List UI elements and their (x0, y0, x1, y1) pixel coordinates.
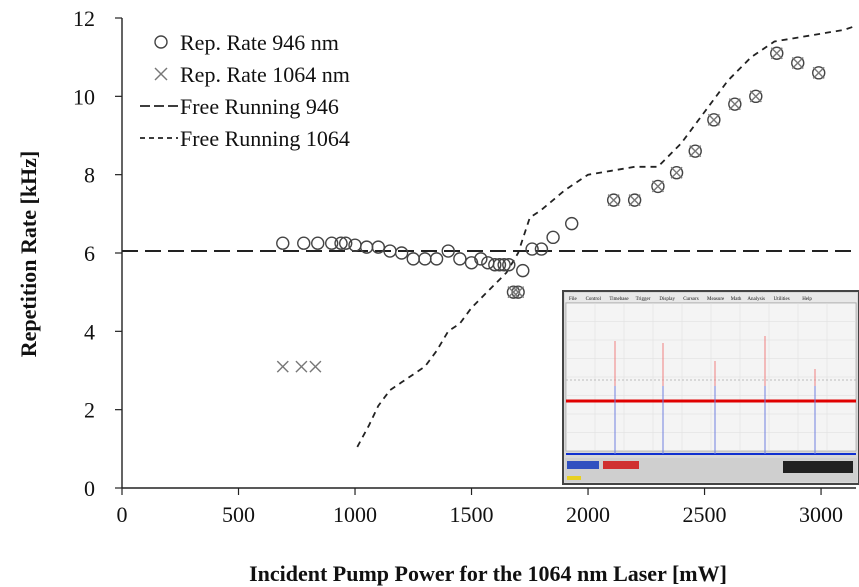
rep-rate-946-point (481, 256, 495, 270)
rep-rate-946-point (474, 252, 488, 266)
inset-menu-item: Analysis (747, 297, 765, 302)
oscilloscope-inset-image: File Control Timebase Trigger Display Cursors… (562, 290, 859, 485)
rep-rate-1064-point (791, 57, 804, 70)
legend-label: Free Running 1064 (180, 126, 350, 151)
y-tick-label: 12 (73, 6, 95, 31)
rep-rate-946-point (429, 252, 444, 266)
legend-label: Rep. Rate 1064 nm (180, 62, 350, 87)
inset-menu-item: Help (802, 297, 812, 302)
rep-rate-946-point (770, 46, 784, 60)
rep-rate-946-point (546, 230, 560, 245)
legend: Rep. Rate 946 nm Rep. Rate 1064 nm Free Ru… (140, 30, 350, 151)
inset-menu-item: Display (659, 297, 675, 302)
legend-item: Free Running 946 (140, 94, 339, 119)
rep-rate-946-point (453, 252, 467, 266)
rep-rate-1064-point (707, 113, 720, 126)
legend-item: Free Running 1064 (140, 126, 350, 151)
x-tick-label: 500 (222, 502, 255, 527)
inset-menu-item: Trigger (636, 297, 651, 302)
rep-rate-946-point (651, 179, 665, 194)
legend-item: Rep. Rate 1064 nm (154, 62, 350, 87)
rep-rate-946-point (534, 242, 549, 256)
x-tick-label: 3000 (799, 502, 843, 527)
rep-rate-1064-point (749, 90, 762, 103)
legend-label: Free Running 946 (180, 94, 339, 119)
rep-rate-946-point (606, 193, 621, 207)
y-tick-label: 6 (84, 241, 95, 266)
rep-rate-946-point (441, 244, 455, 258)
rep-rate-946-point (297, 236, 311, 250)
rep-rate-946-point (371, 240, 386, 254)
inset-menu-item: Measure (707, 297, 725, 302)
rep-rate-946-point (688, 144, 702, 158)
inset-menu-item: Timebase (609, 297, 629, 302)
rep-rate-946-point (627, 193, 642, 207)
inset-menu-bar: File Control Timebase Trigger Display Cursors… (565, 293, 857, 302)
y-tick-label: 2 (84, 398, 95, 423)
legend-label: Rep. Rate 946 nm (180, 30, 339, 55)
legend-marker-x (154, 67, 168, 81)
rep-rate-1064-point (689, 145, 702, 158)
rep-rate-1064-point (812, 66, 825, 79)
rep-rate-1064-point (295, 360, 308, 373)
x-tick-label: 2000 (566, 502, 610, 527)
rep-rate-1064-point (507, 286, 520, 299)
y-axis-title: Repetition Rate [kHz] (16, 151, 41, 358)
y-tick-label: 4 (84, 319, 95, 344)
rep-rate-946-point (276, 236, 290, 250)
rep-rate-946-point (749, 89, 763, 104)
rep-rate-946-point (497, 258, 511, 272)
legend-marker-circle (154, 35, 168, 49)
inset-menu-item: Cursors (683, 297, 699, 302)
rep-rate-1064-point (607, 194, 620, 207)
inset-menu-item: File (569, 297, 578, 302)
rep-rate-946-point (707, 113, 721, 127)
inset-menu-item: Math (731, 297, 742, 302)
rep-rate-946-point (406, 252, 420, 266)
rep-rate-1064-point (651, 180, 664, 193)
y-tick-label: 0 (84, 476, 95, 501)
rep-rate-946-point (325, 236, 339, 250)
x-axis: 0 500 1000 1500 2000 2500 3000 (117, 487, 856, 527)
x-tick-label: 1500 (450, 502, 494, 527)
rep-rate-1064-point (628, 194, 641, 207)
x-tick-label: 0 (117, 502, 128, 527)
inset-menu-item: Utilities (774, 297, 790, 302)
rep-rate-1064-point (276, 360, 289, 373)
rep-rate-946-point (338, 236, 353, 250)
legend-item: Rep. Rate 946 nm (154, 30, 339, 55)
rep-rate-946-point (311, 236, 325, 250)
rep-rate-946-point (464, 256, 479, 270)
rep-rate-946-point (728, 97, 742, 111)
rep-rate-946-point (502, 258, 516, 272)
rep-rate-946-point (669, 166, 684, 180)
rep-rate-946-point (488, 258, 502, 272)
rep-rate-946-point (516, 263, 530, 278)
rep-rate-946-point (506, 285, 521, 299)
y-tick-label: 10 (73, 84, 95, 109)
rep-rate-946-point (492, 258, 507, 272)
plot-area (122, 24, 857, 448)
rep-rate-1064-point (309, 360, 322, 373)
rep-rate-946-point (394, 246, 409, 260)
x-axis-title: Incident Pump Power for the 1064 nm Lase… (249, 561, 727, 586)
inset-menu-item: Control (586, 297, 602, 302)
y-axis: 0 2 4 6 8 10 12 (73, 6, 123, 501)
rep-rate-1064-point (670, 166, 683, 179)
rep-rate-946-point (565, 216, 579, 231)
rep-rate-946-point (812, 66, 826, 80)
rep-rate-946-point (334, 236, 348, 250)
rep-rate-946-point (418, 252, 432, 266)
x-tick-label: 2500 (683, 502, 727, 527)
rep-rate-946-point (511, 285, 525, 299)
rep-rate-1064-point (728, 98, 741, 111)
y-tick-label: 8 (84, 163, 95, 188)
rep-rate-946-point (791, 56, 805, 70)
x-tick-label: 1000 (333, 502, 377, 527)
rep-rate-1064-point (770, 47, 783, 60)
rep-rate-946-point (525, 242, 539, 256)
rep-rate-1064-point (512, 286, 525, 299)
